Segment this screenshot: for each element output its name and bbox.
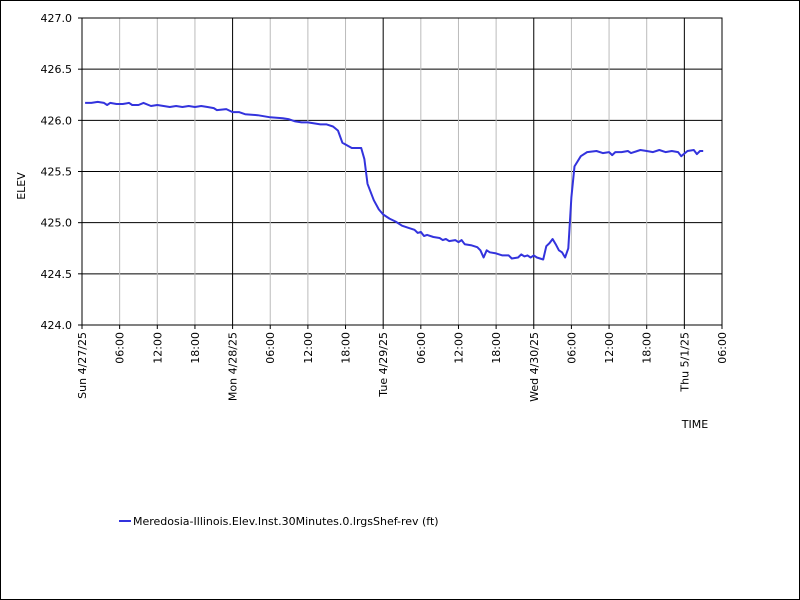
series-layer	[85, 100, 704, 261]
y-tick-label: 426.0	[41, 114, 73, 127]
y-tick-label: 424.5	[41, 268, 73, 281]
x-tick-label: Tue 4/29/25	[377, 332, 390, 398]
x-tick-label: 06:00	[264, 332, 277, 364]
x-tick-label: Thu 5/1/25	[678, 332, 691, 393]
x-tick-label: Sun 4/27/25	[76, 332, 89, 399]
y-axis-label: ELEV	[15, 172, 28, 200]
x-tick-label: Mon 4/28/25	[227, 332, 240, 401]
x-tick-label: 12:00	[302, 332, 315, 364]
y-tick-label: 425.5	[41, 166, 73, 179]
x-tick-label: Wed 4/30/25	[528, 332, 541, 402]
y-tick-label: 424.0	[41, 319, 73, 332]
x-tick-label: 12:00	[603, 332, 616, 364]
x-tick-label: 06:00	[716, 332, 729, 364]
plot-border	[81, 17, 723, 326]
x-tick-label: 12:00	[452, 332, 465, 364]
x-tick-label: 06:00	[565, 332, 578, 364]
x-tick-label: 18:00	[641, 332, 654, 364]
series-line-0	[85, 100, 704, 261]
x-axis-label: TIME	[681, 418, 708, 431]
x-tick-label: 06:00	[415, 332, 428, 364]
x-tick-label: 18:00	[490, 332, 503, 364]
legend: Meredosia-Illinois.Elev.Inst.30Minutes.0…	[119, 515, 439, 528]
x-tick-label: 18:00	[340, 332, 353, 364]
y-tick-label: 425.0	[41, 217, 73, 230]
x-tick-label: 18:00	[189, 332, 202, 364]
x-tick-label: 12:00	[151, 332, 164, 364]
y-axis: 424.0 424.5 425.0 425.5 426.0 426.5 427.0	[41, 12, 82, 332]
y-tick-label: 426.5	[41, 63, 73, 76]
legend-label: Meredosia-Illinois.Elev.Inst.30Minutes.0…	[133, 515, 439, 528]
x-axis: Sun 4/27/25 06:00 12:00 18:00 Mon 4/28/25 06:…	[76, 325, 729, 402]
y-tick-label: 427.0	[41, 12, 73, 25]
x-tick-label: 06:00	[114, 332, 127, 364]
